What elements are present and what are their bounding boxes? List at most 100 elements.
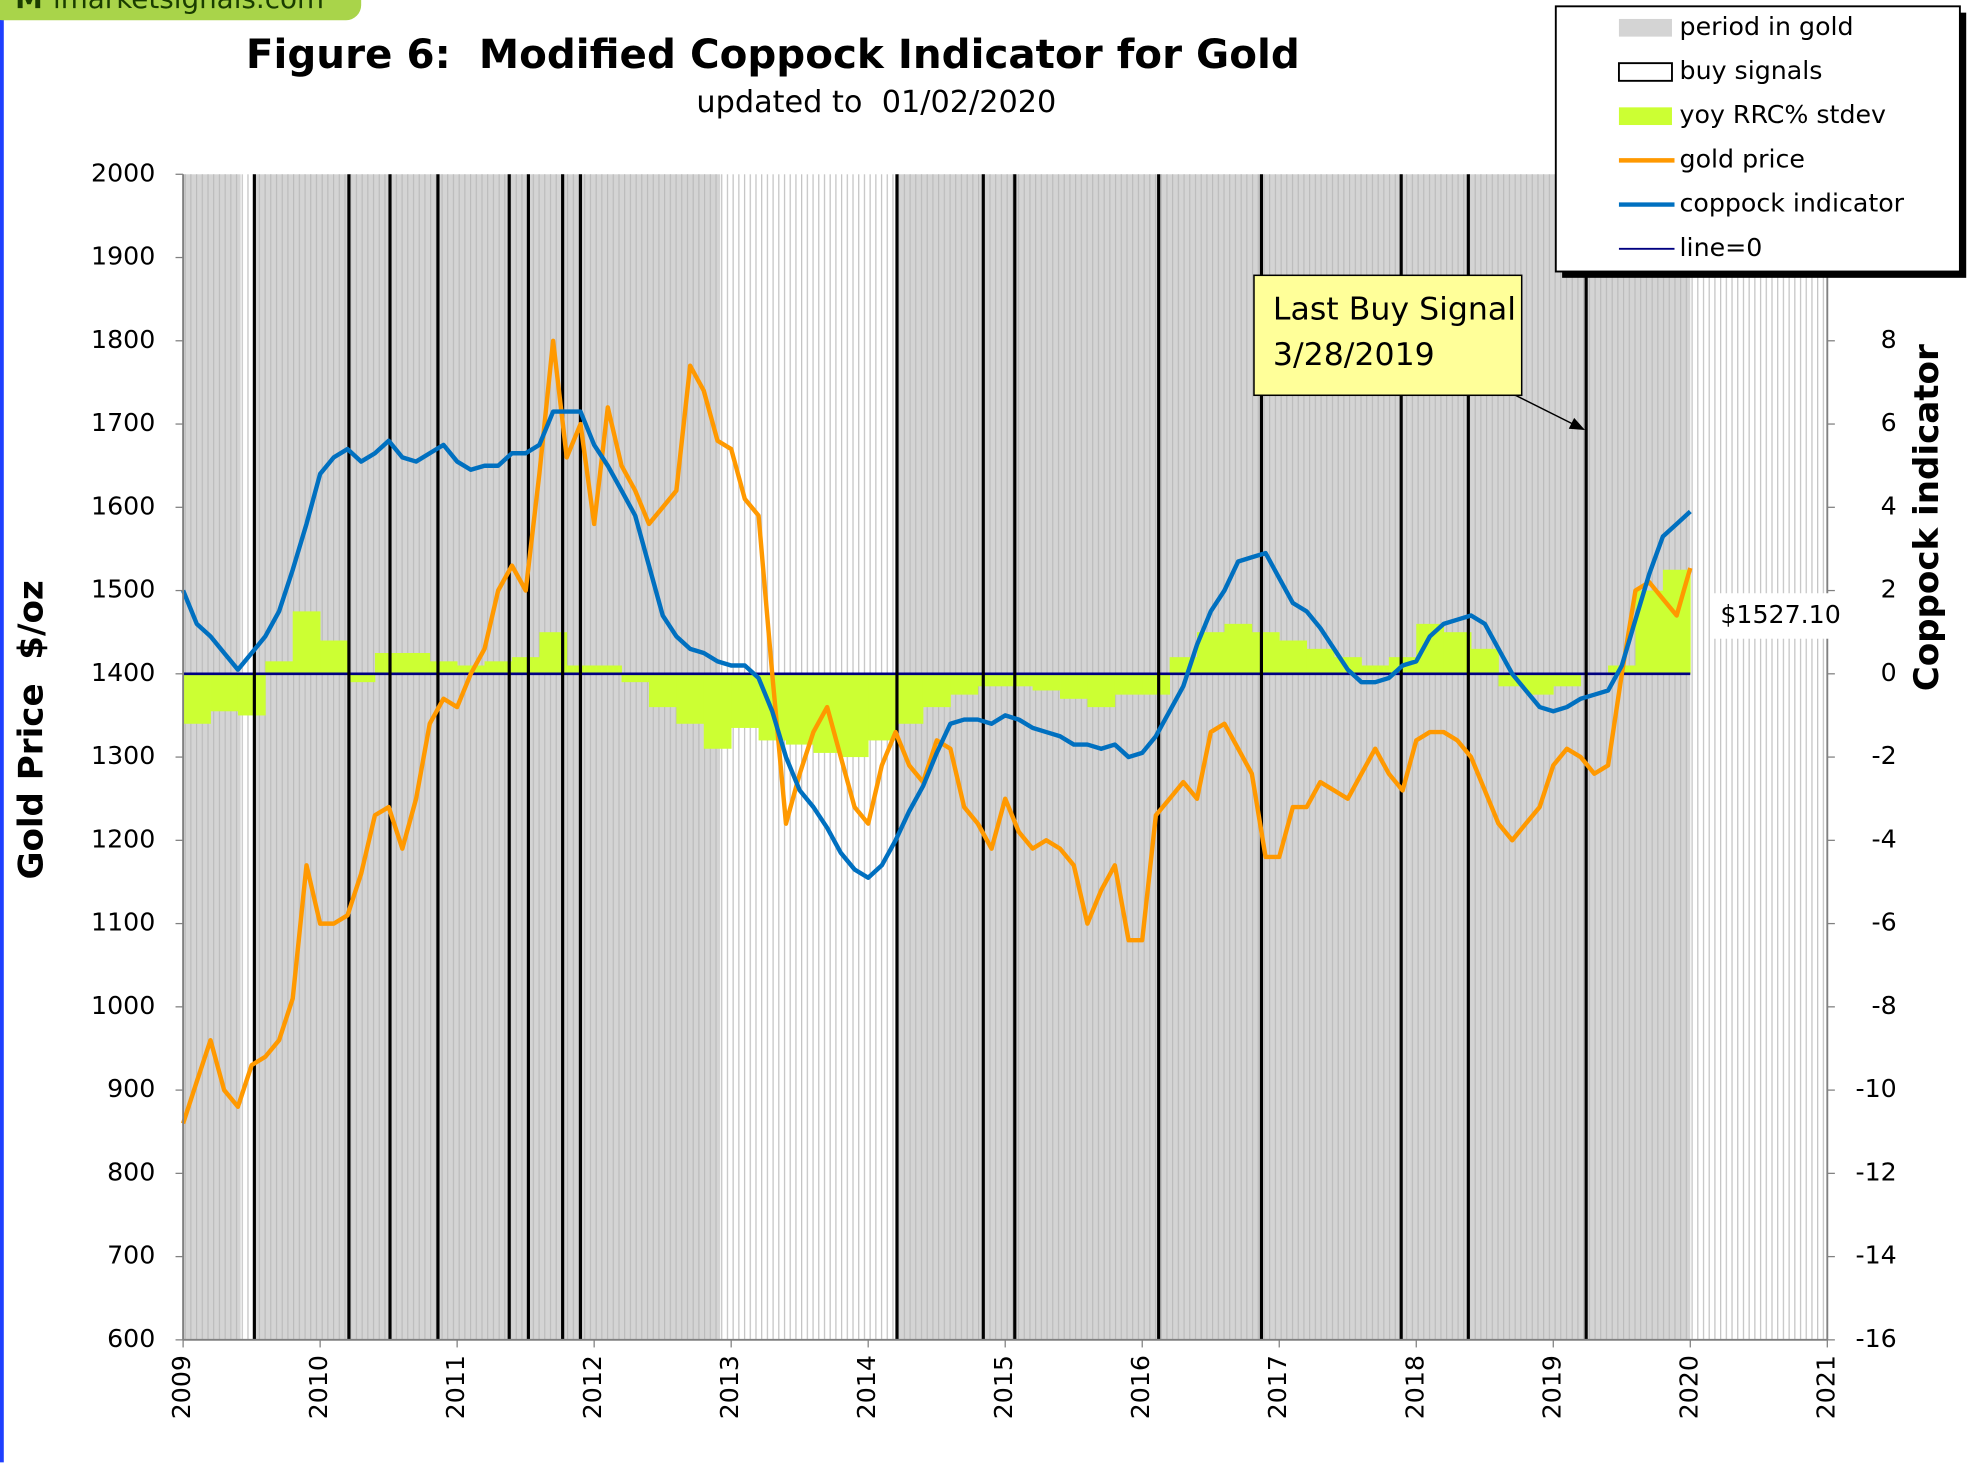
yoy-bar [265, 661, 294, 674]
yoy-bar [320, 640, 348, 674]
price-label-box [1711, 593, 1838, 639]
yoy-bar [868, 673, 896, 741]
yoy-bar [210, 673, 239, 712]
yoy-bar [1087, 673, 1116, 708]
y-tick-label: 1500 [91, 575, 155, 604]
yoy-bar [347, 673, 376, 683]
yoy-bar [676, 673, 705, 724]
x-tick-label: 2012 [578, 1355, 607, 1419]
chart-title: Figure 6: Modified Coppock Indicator for… [246, 30, 1300, 78]
x-tick-label: 2010 [304, 1355, 333, 1419]
yoy-bar [703, 673, 732, 749]
annotation-text: Last Buy Signal [1273, 292, 1516, 328]
page-border [0, 0, 4, 1463]
yoy-bar [594, 665, 622, 674]
y2-tick-label: -16 [1856, 1324, 1897, 1353]
y2-tick-label: 0 [1881, 658, 1897, 687]
yoy-bar [484, 661, 513, 674]
y2-tick-label: 6 [1881, 408, 1897, 437]
yoy-bar [237, 673, 266, 716]
y2-tick-label: -4 [1872, 824, 1897, 853]
y-tick-label: 1300 [91, 741, 155, 770]
x-tick-label: 2016 [1126, 1355, 1155, 1419]
yoy-bar [1306, 648, 1335, 674]
yoy-bar [1032, 673, 1061, 691]
yoy-bar [1416, 623, 1445, 674]
legend-label: period in gold [1680, 12, 1854, 41]
y2-tick-label: 2 [1881, 575, 1897, 604]
yoy-bar [922, 673, 951, 708]
yoy-bar [731, 673, 759, 728]
y-tick-label: 1900 [91, 242, 155, 271]
y-tick-label: 800 [107, 1157, 155, 1186]
yoy-bar [1553, 673, 1582, 687]
x-tick-label: 2009 [167, 1355, 196, 1419]
legend-swatch [1617, 62, 1673, 82]
legend-box [1554, 5, 1961, 273]
yoy-bar [840, 673, 869, 758]
y2-tick-label: -10 [1856, 1074, 1897, 1103]
gold-period [254, 174, 721, 1340]
yoy-bar [1142, 673, 1171, 695]
y-tick-label: 900 [107, 1074, 155, 1103]
y2-tick-label: -2 [1872, 741, 1897, 770]
yoy-bar [1114, 673, 1143, 695]
logo: M imarketsignals.com [0, 0, 362, 21]
y-tick-label: 700 [107, 1241, 155, 1270]
y2-tick-label: -8 [1872, 991, 1897, 1020]
x-tick-label: 2018 [1400, 1355, 1429, 1419]
legend-label: line=0 [1680, 233, 1763, 262]
x-tick-label: 2013 [715, 1355, 744, 1419]
yoy-bar [1251, 632, 1280, 674]
annotation-box [1253, 274, 1523, 397]
yoy-bar [1361, 665, 1390, 674]
yoy-bar [648, 673, 677, 708]
yoy-bar [1279, 640, 1308, 674]
legend-label: coppock indicator [1680, 189, 1905, 218]
yoy-bar [785, 673, 814, 745]
y-tick-label: 1400 [91, 658, 155, 687]
yoy-bar [950, 673, 979, 695]
y2-tick-label: -12 [1856, 1157, 1897, 1186]
legend-swatch [1618, 18, 1672, 37]
x-tick-label: 2021 [1811, 1355, 1840, 1419]
yoy-bar [292, 611, 321, 674]
yoy-bar [183, 673, 211, 724]
y-tick-label: 2000 [91, 158, 155, 187]
y-tick-label: 1000 [91, 991, 155, 1020]
chart-subtitle: updated to 01/02/2020 [696, 85, 1056, 120]
legend-label: yoy RRC% stdev [1680, 100, 1886, 129]
yoy-bar [895, 673, 924, 724]
x-tick-label: 2019 [1537, 1355, 1566, 1419]
y-tick-label: 1200 [91, 824, 155, 853]
yoy-bar [1060, 673, 1088, 699]
x-tick-label: 2011 [441, 1355, 470, 1419]
yoy-bar [1224, 623, 1253, 674]
yoy-bar [1005, 673, 1033, 687]
logo-text: imarketsignals.com [53, 0, 324, 15]
x-tick-label: 2017 [1263, 1355, 1292, 1419]
y-tick-label: 1600 [91, 491, 155, 520]
coppock-line [181, 409, 1692, 881]
legend-swatch [1618, 107, 1672, 126]
y2-tick-label: 8 [1881, 325, 1897, 354]
x-tick-label: 2014 [852, 1355, 881, 1419]
yoy-bar [511, 657, 540, 674]
legend-label: gold price [1680, 144, 1805, 173]
yoy-bar [1525, 673, 1554, 695]
yoy-bar [402, 653, 431, 674]
y-tick-label: 600 [107, 1324, 155, 1353]
gold-period [183, 174, 241, 1340]
y2-tick-label: 4 [1881, 491, 1897, 520]
y-tick-label: 1800 [91, 325, 155, 354]
y-tick-label: 1100 [91, 908, 155, 937]
yoy-bar [621, 673, 650, 683]
y2-tick-label: -14 [1856, 1241, 1897, 1270]
x-tick-label: 2020 [1674, 1355, 1703, 1419]
y-axis-label: Gold Price $/oz [11, 580, 51, 879]
x-tick-label: 2015 [989, 1355, 1018, 1419]
gold-price-line [181, 338, 1693, 1125]
yoy-bar [1471, 648, 1499, 674]
